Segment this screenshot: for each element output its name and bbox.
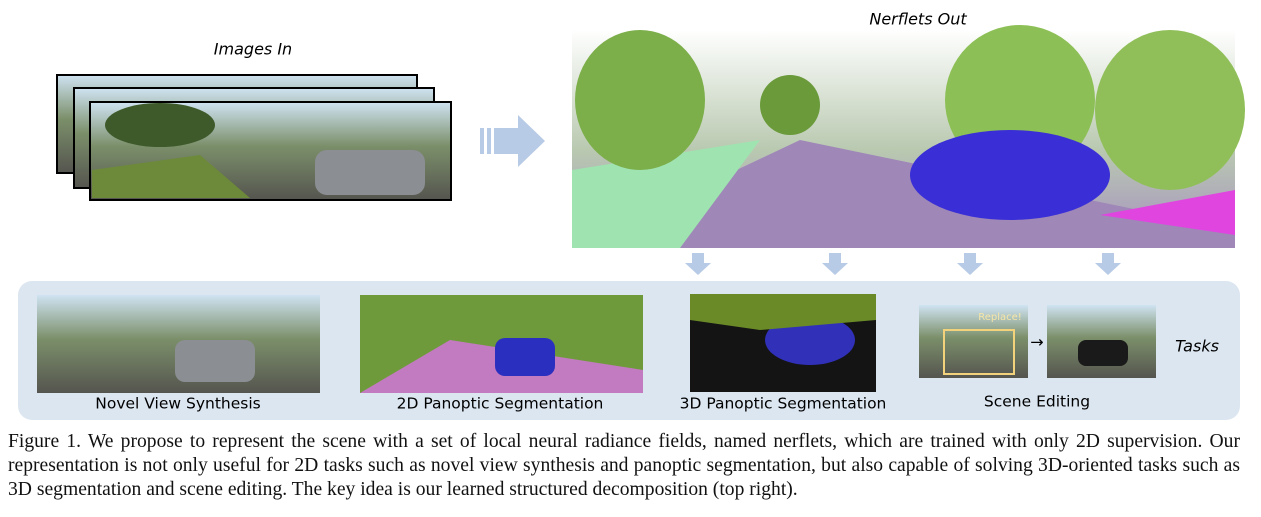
- task-label: 2D Panoptic Segmentation: [397, 395, 604, 413]
- road: [572, 140, 1235, 248]
- car: [175, 340, 255, 382]
- car-seg: [495, 338, 555, 376]
- grass-blob: [572, 140, 760, 248]
- figure: Images In Nerflets Out Replace! → Tasks …: [18, 10, 1245, 420]
- replace-box: [943, 329, 1015, 375]
- tree-blob: [1095, 30, 1245, 190]
- tasks-label: Tasks: [1175, 337, 1219, 356]
- arrow: [480, 115, 545, 167]
- sidewalk-blob: [1100, 190, 1235, 235]
- images-in-label: Images In: [214, 40, 292, 59]
- nerflets-out-label: Nerflets Out: [869, 10, 967, 29]
- caption: Figure 1. We propose to represent the sc…: [8, 431, 1240, 500]
- tree-points: [690, 294, 876, 330]
- car-blob: [910, 130, 1110, 220]
- replace-label: Replace!: [978, 312, 1022, 323]
- task-label: Novel View Synthesis: [95, 395, 260, 413]
- tree: [105, 103, 215, 147]
- task-label: 3D Panoptic Segmentation: [680, 395, 887, 413]
- task-label: Scene Editing: [984, 393, 1090, 411]
- tree-blob: [575, 30, 705, 170]
- tree-blob: [760, 75, 820, 135]
- edit-arrow: →: [1030, 333, 1043, 352]
- new-car: [1078, 340, 1128, 366]
- grass: [92, 155, 250, 198]
- down-arrows: [685, 253, 1121, 275]
- car: [315, 150, 425, 195]
- edit-before-image: [919, 305, 1028, 378]
